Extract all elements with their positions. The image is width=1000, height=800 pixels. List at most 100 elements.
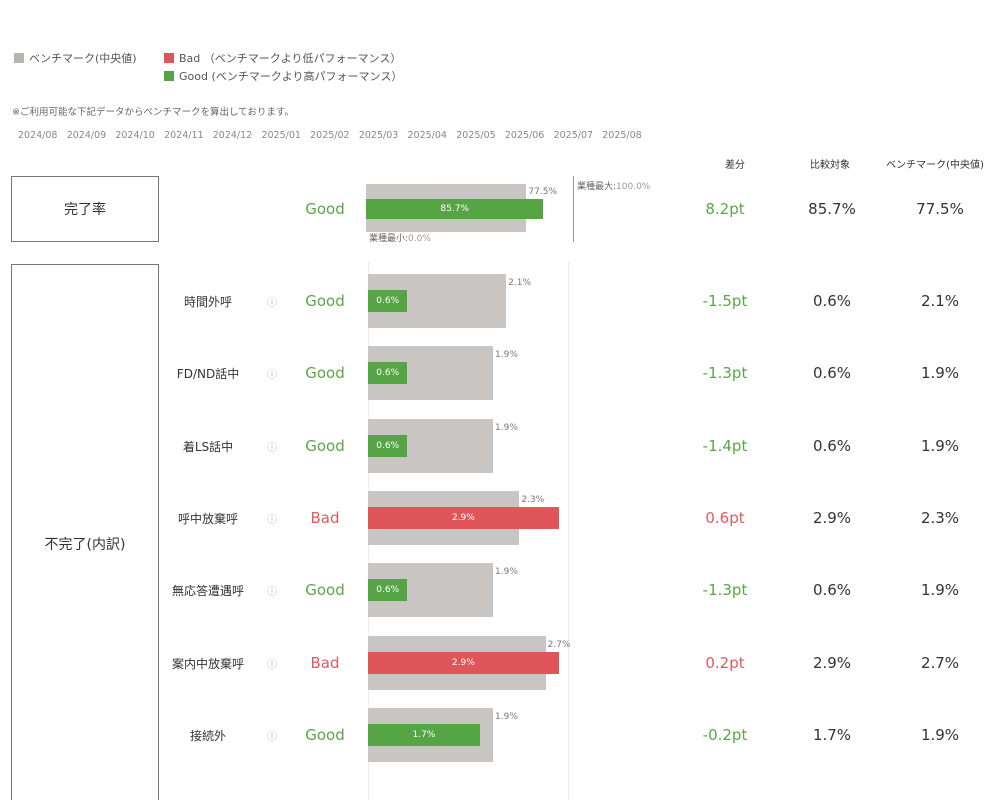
compare-bar-4: 0.6% — [368, 579, 408, 602]
month-label-1: 2024/09 — [66, 130, 107, 141]
legend-benchmark-swatch — [14, 53, 24, 63]
compare-value-completion: 85.7% — [808, 200, 856, 218]
benchmark-value-label-4: 1.9% — [495, 567, 518, 578]
status-4: Good — [305, 581, 345, 600]
info-icon-2: ⓘ — [267, 442, 277, 454]
status-2: Good — [305, 436, 345, 455]
compare-value-label-completion: 85.7% — [440, 204, 469, 214]
month-label-5: 2025/01 — [261, 130, 301, 141]
diff-4: -1.3pt — [702, 581, 748, 600]
benchmark-value-label-2: 1.9% — [495, 422, 518, 433]
legend-benchmark-label: ベンチマーク(中央値) — [29, 52, 137, 65]
month-label-8: 2025/04 — [407, 130, 447, 141]
compare-value-1: 0.6% — [812, 364, 852, 383]
category-label-5: 案内中放棄呼 — [171, 656, 244, 671]
compare-value-label-3: 2.9% — [451, 512, 475, 523]
legend-benchmark: ベンチマーク(中央値) — [14, 50, 137, 66]
category-label-2: 着LS話中 — [182, 439, 234, 454]
diff-0: -1.5pt — [702, 292, 748, 310]
legend-bad-label: Bad （ベンチマークより低パフォーマンス） — [179, 52, 402, 65]
benchmark-value-label-1: 1.9% — [495, 350, 518, 361]
info-icon-0: ⓘ — [267, 298, 277, 309]
month-label-10: 2025/06 — [504, 130, 545, 141]
compare-value-label-0: 0.6% — [376, 296, 400, 306]
benchmark-value-label-5: 2.7% — [547, 639, 571, 650]
benchmark-value-label-6: 1.9% — [495, 711, 518, 722]
compare-value-label-5: 2.9% — [451, 657, 475, 668]
legend-good-label: Good (ベンチマークより高パフォーマンス） — [179, 70, 403, 83]
diff-completion: 8.2pt — [705, 200, 745, 218]
compare-value-label-4: 0.6% — [376, 585, 400, 596]
compare-value-6: 1.7% — [812, 725, 852, 744]
group-box-completion: 完了率 — [11, 176, 159, 242]
month-label-3: 2024/11 — [164, 130, 204, 141]
diff-6: -0.2pt — [702, 725, 748, 744]
category-label-0: 時間外呼 — [183, 295, 232, 309]
diff-1: -1.3pt — [702, 364, 748, 383]
status-0: Good — [305, 292, 345, 310]
compare-value-3: 2.9% — [812, 508, 852, 527]
month-label-9: 2025/05 — [456, 130, 496, 141]
benchmark-value-6: 1.9% — [920, 725, 960, 744]
benchmark-value-completion: 77.5% — [916, 200, 964, 218]
category-label-1: FD/ND話中 — [176, 367, 240, 382]
grid-line-mid — [568, 262, 569, 800]
benchmark-value-3: 2.3% — [920, 508, 960, 527]
compare-bar-6: 1.7% — [368, 723, 480, 746]
compare-bar-2: 0.6% — [368, 434, 408, 457]
info-icon-3: ⓘ — [267, 514, 277, 526]
column-header-compare: 比較対象 — [810, 160, 850, 171]
compare-bar-completion: 85.7% — [366, 199, 544, 219]
month-label-2: 2024/10 — [115, 130, 155, 141]
compare-value-label-1: 0.6% — [376, 368, 400, 379]
data-note: ※ご利用可能な下記データからベンチマークを算出しております。 — [12, 107, 294, 118]
category-label-6: 接続外 — [189, 728, 226, 743]
group-label-completion: 完了率 — [64, 202, 106, 218]
benchmark-value-5: 2.7% — [920, 653, 960, 672]
compare-bar-0: 0.6% — [368, 290, 408, 312]
status-5: Bad — [310, 653, 340, 672]
info-icon-5: ⓘ — [267, 659, 277, 671]
month-label-4: 2024/12 — [212, 130, 253, 141]
industry-max-line — [573, 176, 574, 242]
legend-good-swatch — [164, 71, 174, 81]
month-label-11: 2025/07 — [553, 130, 594, 141]
benchmark-value-4: 1.9% — [920, 581, 960, 600]
compare-value-2: 0.6% — [812, 436, 852, 455]
compare-bar-1: 0.6% — [368, 362, 408, 385]
month-label-12: 2025/08 — [602, 130, 642, 141]
category-label-3: 呼中放棄呼 — [177, 511, 238, 526]
status-3: Bad — [310, 508, 340, 527]
status-completion: Good — [305, 200, 345, 218]
category-label-4: 無応答遭遇呼 — [171, 584, 244, 599]
info-icon-1: ⓘ — [267, 370, 277, 382]
column-header-benchmark: ベンチマーク(中央値) — [886, 160, 984, 171]
diff-2: -1.4pt — [702, 436, 748, 455]
legend-bad-swatch — [164, 53, 174, 63]
group-label-incomplete: 不完了(内訳) — [44, 537, 126, 553]
month-label-7: 2025/03 — [358, 130, 399, 141]
legend-good: Good (ベンチマークより高パフォーマンス） — [164, 68, 402, 84]
benchmark-value-label-3: 2.3% — [521, 494, 545, 505]
month-label-6: 2025/02 — [310, 130, 350, 141]
group-box-incomplete: 不完了(内訳) — [11, 264, 159, 800]
benchmark-value-2: 1.9% — [920, 436, 960, 455]
status-1: Good — [305, 364, 345, 383]
legend-bad: Bad （ベンチマークより低パフォーマンス） — [164, 50, 401, 66]
info-icon-6: ⓘ — [267, 731, 277, 743]
month-label-0: 2024/08 — [18, 130, 58, 141]
column-header-diff: 差分 — [725, 160, 745, 171]
diff-5: 0.2pt — [705, 653, 745, 672]
compare-value-label-6: 1.7% — [412, 729, 436, 740]
compare-bar-3: 2.9% — [368, 506, 559, 529]
diff-3: 0.6pt — [705, 508, 745, 527]
benchmark-value-label-completion: 77.5% — [528, 187, 558, 197]
compare-value-0: 0.6% — [812, 292, 852, 310]
benchmark-value-label-0: 2.1% — [508, 278, 532, 288]
status-6: Good — [305, 725, 345, 744]
info-icon-4: ⓘ — [267, 587, 277, 599]
benchmark-value-1: 1.9% — [920, 364, 960, 383]
compare-value-4: 0.6% — [812, 581, 852, 600]
benchmark-value-0: 2.1% — [920, 292, 960, 310]
industry-min-label: 業種最小:0.0% — [369, 234, 431, 244]
